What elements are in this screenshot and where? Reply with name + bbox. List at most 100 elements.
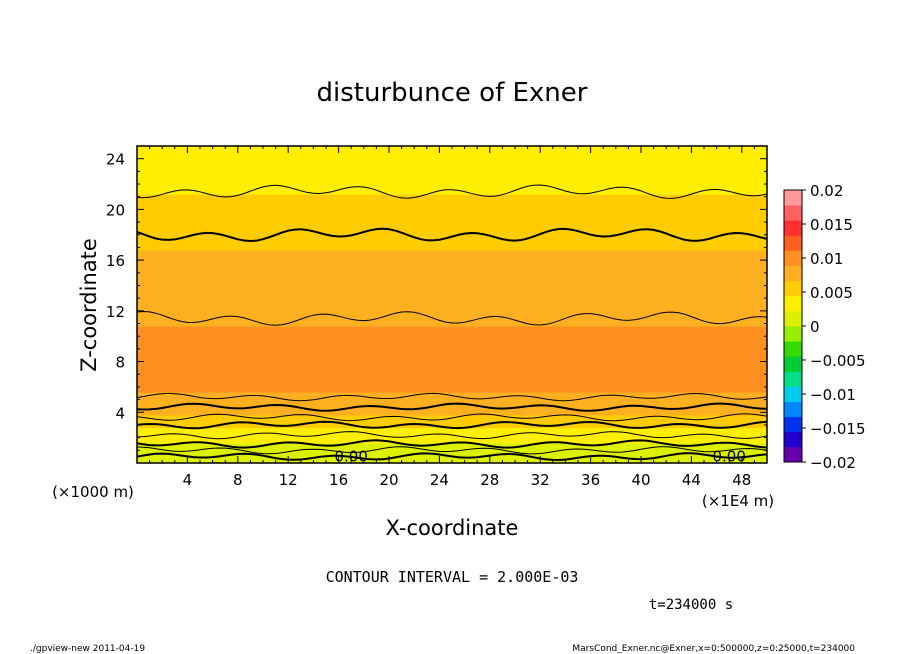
field-cell — [137, 371, 767, 375]
field-cell — [137, 239, 767, 243]
field-cell — [137, 282, 767, 287]
field-cell — [137, 163, 767, 167]
y-tick-label: 20 — [106, 201, 125, 219]
field-cell — [137, 277, 767, 282]
contour-line — [136, 402, 768, 412]
colorbar-tick-label: 0.02 — [810, 182, 843, 200]
field-cell — [137, 359, 767, 363]
field-cell — [137, 189, 767, 193]
x-tick-label: 44 — [682, 471, 701, 489]
field-cell — [137, 333, 767, 337]
contour-line — [136, 431, 768, 440]
field-cell — [137, 298, 767, 302]
field-cell — [137, 343, 767, 347]
x-tick-label: 12 — [279, 471, 298, 489]
field-cell — [137, 166, 767, 170]
y-tick-label: 4 — [115, 404, 125, 422]
contour-line — [136, 310, 768, 326]
y-tick-label: 12 — [106, 303, 125, 321]
colorbar-segment — [784, 295, 802, 312]
field-cell — [137, 176, 767, 180]
contour-label: 0.00 — [712, 448, 745, 466]
field-cell — [137, 419, 767, 424]
field-cell — [137, 364, 767, 368]
field-cell — [137, 184, 767, 188]
field-cell — [137, 424, 767, 429]
contour-line — [136, 452, 768, 462]
field-cell — [137, 206, 767, 210]
contour-line — [136, 439, 768, 449]
field-cell — [137, 356, 767, 360]
contour-interval-label: CONTOUR INTERVAL = 2.000E-03 — [326, 568, 579, 586]
field-cell — [137, 361, 767, 365]
field-cell — [137, 353, 767, 358]
x-tick-label: 4 — [183, 471, 193, 489]
field-cell — [137, 217, 767, 221]
field-cell — [137, 224, 767, 228]
field-cell — [137, 156, 767, 160]
field-cell — [137, 346, 767, 350]
field-cell — [137, 437, 767, 441]
field-cell — [137, 244, 767, 249]
field-cell — [137, 313, 767, 317]
field-cell — [137, 153, 767, 157]
field-cell — [137, 407, 767, 411]
field-cell — [137, 265, 767, 269]
contour-label: 0.00 — [334, 448, 367, 466]
field-cell — [137, 262, 767, 266]
field-cell — [137, 323, 767, 327]
field-cell — [137, 384, 767, 388]
field-cell — [137, 440, 767, 444]
colorbar-segment — [784, 205, 802, 221]
field-cell — [137, 336, 767, 340]
field-cell — [137, 447, 767, 451]
contour-line — [136, 227, 768, 243]
colorbar-tick-label: −0.005 — [810, 352, 866, 370]
field-cell — [137, 391, 767, 396]
colorbar-segment — [784, 401, 802, 418]
field-cell — [137, 374, 767, 378]
colorbar-tick-label: 0.01 — [810, 250, 843, 268]
field-cell — [137, 293, 767, 297]
field-cell — [137, 445, 767, 449]
colorbar-segment — [784, 220, 802, 236]
colorbar-segment — [784, 326, 802, 342]
field-cell — [137, 300, 767, 304]
field-cell — [137, 379, 767, 383]
colorbar-tick-label: 0 — [810, 318, 820, 336]
field-cell — [137, 351, 767, 355]
field-cell — [137, 435, 767, 439]
y-tick-label: 16 — [106, 252, 125, 270]
field-cell — [137, 280, 767, 284]
field-cell — [137, 381, 767, 385]
colorbar-segment — [784, 431, 802, 448]
field-cell — [137, 191, 767, 195]
x-tick-label: 40 — [631, 471, 650, 489]
field-cell — [137, 196, 767, 200]
field-cell — [137, 173, 767, 178]
x-axis-label: X-coordinate — [386, 516, 519, 540]
colorbar-segment — [784, 386, 802, 402]
footer-left: ./gpview-new 2011-04-19 — [30, 644, 145, 654]
field-cell — [137, 305, 767, 309]
colorbar-segment — [784, 371, 802, 387]
field-cell — [137, 267, 767, 271]
x-tick-label: 8 — [233, 471, 243, 489]
field-cell — [137, 242, 767, 246]
field-cell — [137, 148, 767, 152]
field-cell — [137, 417, 767, 421]
contour-line — [136, 446, 768, 455]
colorbar-segment — [784, 341, 802, 357]
field-cell — [137, 168, 767, 172]
colorbar-segment — [784, 190, 802, 206]
x-tick-label: 48 — [732, 471, 751, 489]
contour-line — [136, 413, 768, 422]
field-cell — [137, 232, 767, 236]
chart-title: disturbunce of Exner — [317, 78, 588, 108]
field-cell — [137, 151, 767, 155]
field-cell — [137, 376, 767, 380]
field-cell — [137, 211, 767, 216]
field-cell — [137, 186, 767, 190]
field-cell — [137, 414, 767, 418]
